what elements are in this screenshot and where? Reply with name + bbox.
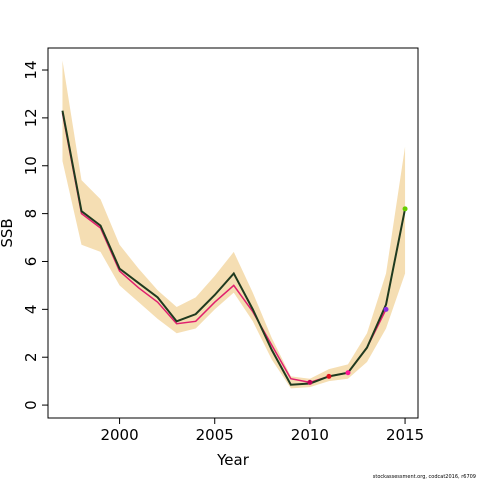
y-tick-label: 12	[22, 108, 40, 127]
confidence-band	[62, 60, 406, 389]
y-tick-label: 14	[22, 60, 40, 79]
x-tick-label: 2000	[100, 426, 138, 444]
point	[326, 373, 332, 379]
x-tick-label: 2005	[196, 426, 234, 444]
y-tick-label: 8	[22, 209, 40, 219]
point	[307, 379, 313, 385]
point	[345, 370, 351, 376]
y-tick-label: 10	[22, 156, 40, 175]
y-tick-label: 4	[22, 305, 40, 315]
point	[402, 206, 408, 212]
y-tick-label: 0	[22, 400, 40, 410]
plot-frame	[47, 47, 419, 419]
x-axis-label: Year	[216, 451, 250, 469]
y-tick-label: 6	[22, 257, 40, 267]
x-tick-label: 2010	[291, 426, 329, 444]
point	[383, 306, 389, 312]
footnote: stockassessment.org, codcat2016, r6709	[373, 474, 476, 480]
x-tick-label: 2015	[386, 426, 424, 444]
y-axis-label: SSB	[0, 218, 16, 247]
y-tick-label: 2	[22, 352, 40, 362]
